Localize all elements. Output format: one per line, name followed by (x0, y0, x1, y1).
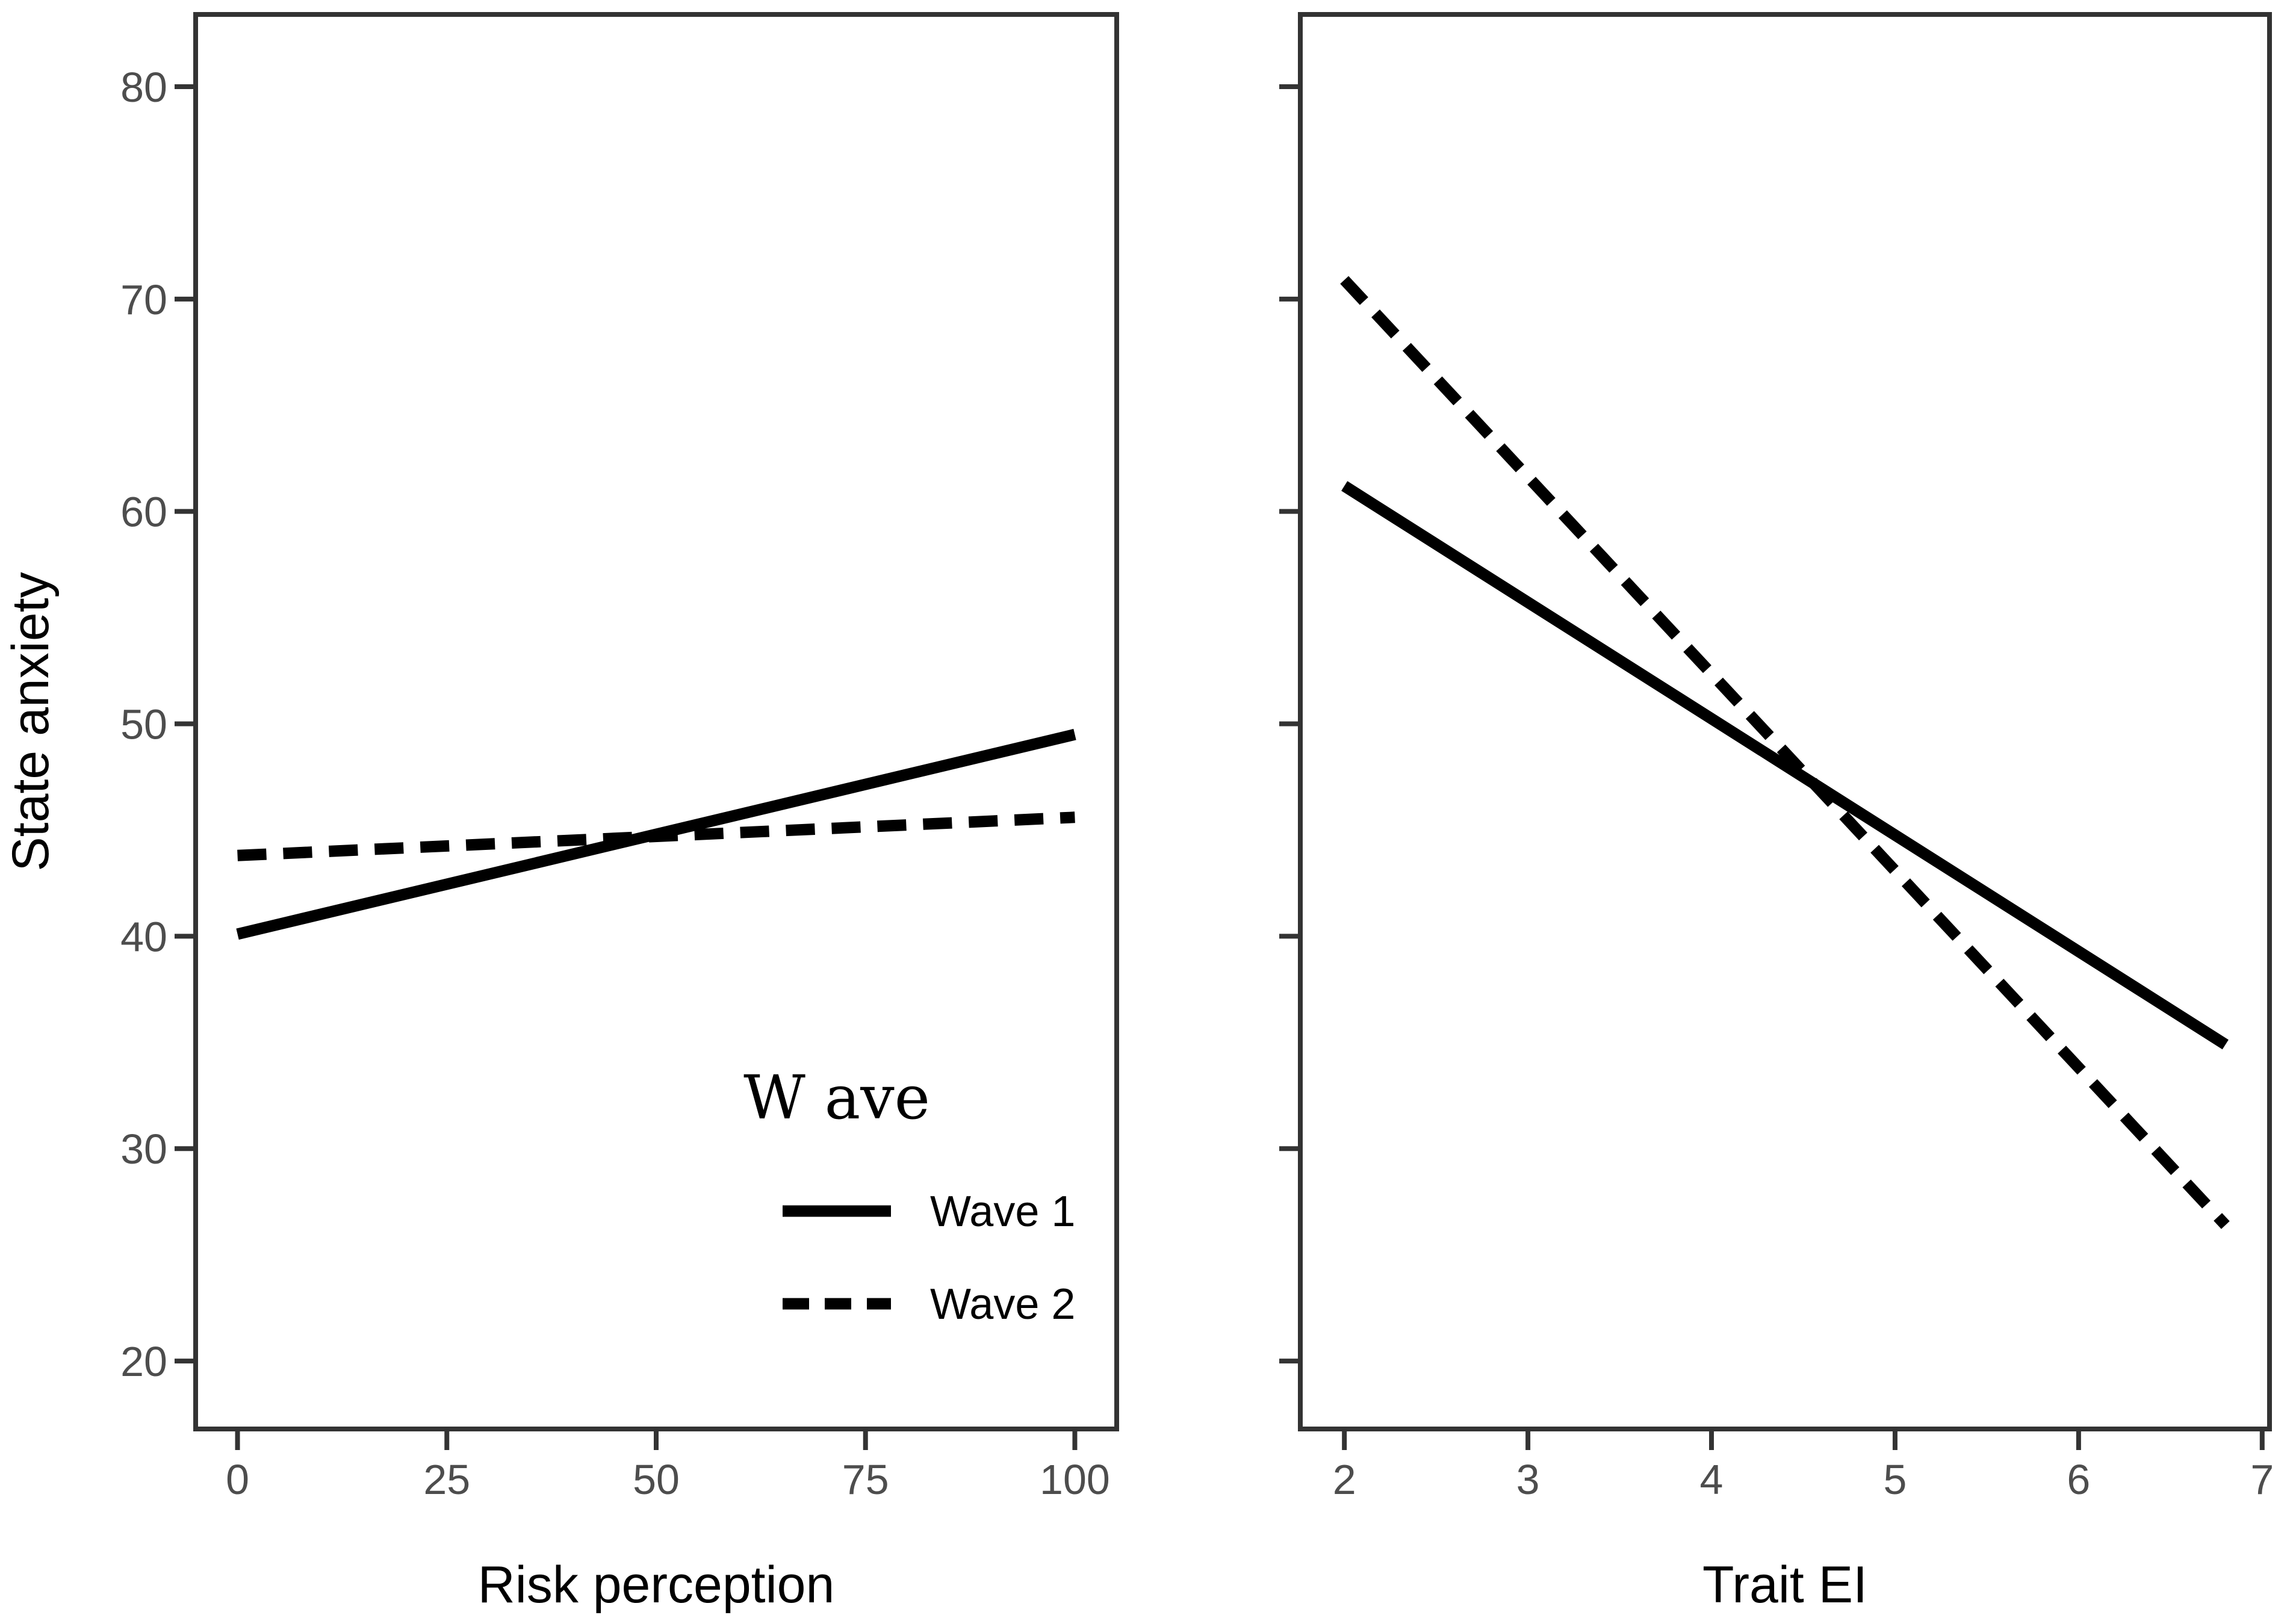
legend-entries: Wave 1 Wave 2 (783, 1188, 1075, 1328)
panels-layer: 0 25 50 75 100 20 30 40 50 60 70 80 2 3 4 5 6 7 (120, 12, 2274, 1503)
y-tick-label: 40 (120, 913, 167, 960)
legend: W ave Wave 1 Wave 2 (743, 1062, 1075, 1328)
y-tick-label: 50 (120, 701, 167, 748)
panel-right: 2 3 4 5 6 7 (1279, 12, 2274, 1503)
x-tick-label: 50 (633, 1456, 680, 1503)
x-tick-label: 25 (423, 1456, 470, 1503)
y-tick-label: 70 (120, 276, 167, 323)
x-tick-label: 2 (1333, 1456, 1356, 1503)
y-tick-label: 20 (120, 1338, 167, 1385)
y-tick-label: 80 (120, 64, 167, 111)
x-tick-label: 0 (226, 1456, 249, 1503)
x-tick-label: 3 (1516, 1456, 1540, 1503)
x-tick-label: 6 (2067, 1456, 2090, 1503)
series-line-wave-2 (237, 811, 1075, 861)
y-axis-title: State anxiety (2, 572, 60, 871)
x-tick-label: 100 (1040, 1456, 1110, 1503)
legend-label: Wave 2 (930, 1280, 1075, 1328)
x-axis-title-right: Trait EI (1702, 1556, 1867, 1614)
x-tick-label: 75 (842, 1456, 889, 1503)
series-line-wave-1 (1341, 481, 2229, 1050)
legend-label: Wave 1 (930, 1188, 1075, 1236)
y-tick-label: 30 (120, 1126, 167, 1173)
legend-title: W ave (743, 1062, 930, 1133)
x-tick-label: 7 (2250, 1456, 2274, 1503)
panel-left: 0 25 50 75 100 20 30 40 50 60 70 80 (120, 12, 1119, 1503)
x-tick-label: 4 (1700, 1456, 1724, 1503)
x-tick-label: 5 (1883, 1456, 1907, 1503)
x-axis-title-left: Risk perception (478, 1556, 835, 1614)
series-line-wave-2 (1340, 276, 2230, 1229)
y-tick-label: 60 (120, 489, 167, 536)
